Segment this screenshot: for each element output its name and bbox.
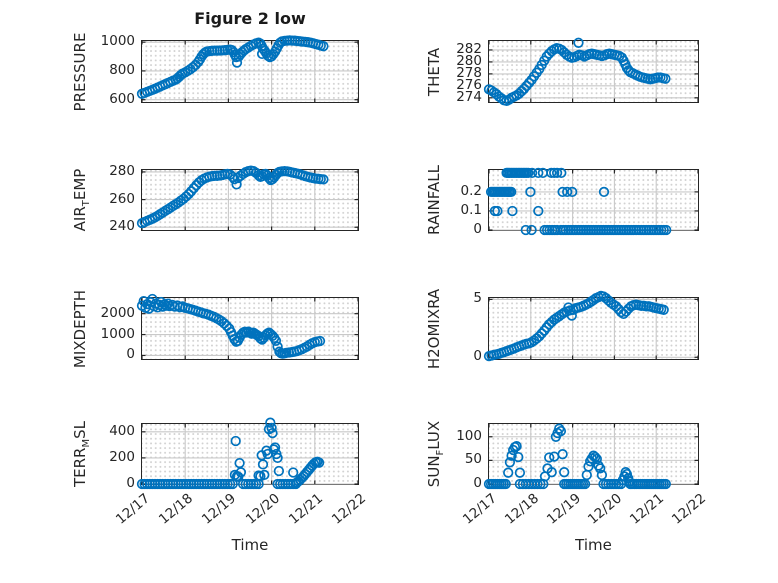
y-axis-label-text: H2OMIXRA — [425, 288, 443, 369]
minor-grid — [142, 424, 358, 484]
y-tick-label: 280 — [456, 52, 482, 69]
plot-area-svg — [483, 423, 699, 490]
y-axis-label-text: RAINFALL — [425, 165, 443, 235]
subplot-mixdepth: 0 1000 2000 MIXDEPTH — [71, 289, 359, 368]
y-tick-label: 0.1 — [460, 201, 482, 218]
y-axis-label-subscript: M — [81, 438, 92, 448]
data-points-group — [136, 293, 326, 359]
y-tick-label: 274 — [456, 88, 482, 105]
y-axis-label: THETA — [425, 47, 443, 95]
y-axis-label: RAINFALL — [425, 165, 443, 235]
plot-area-svg — [136, 417, 359, 490]
data-points-group — [136, 165, 329, 229]
y-tick-label: 240 — [109, 218, 135, 235]
plot-area-svg — [136, 293, 359, 359]
y-axis-label-text: MIXDEPTH — [71, 289, 89, 368]
x-axis-label: Time — [575, 536, 612, 554]
axis-tick-marks — [488, 41, 699, 102]
y-tick-label: 200 — [109, 448, 135, 465]
axis-tick-marks — [141, 298, 359, 359]
data-points-group — [483, 37, 671, 106]
y-axis-label-subscript: T — [81, 200, 92, 207]
y-axis-label-text: PRESSURE — [71, 32, 89, 111]
y-tick-label: 280 — [109, 162, 135, 179]
y-axis-label: H2OMIXRA — [425, 288, 443, 368]
y-axis-label-subscript: F — [435, 449, 446, 456]
y-tick-label: 50 — [464, 451, 482, 468]
y-tick-label: 0.2 — [460, 182, 482, 199]
major-gridlines — [142, 424, 358, 485]
y-tick-label: 100 — [456, 427, 482, 444]
y-axis-label: AIRTEMP — [71, 168, 92, 232]
data-points-group — [136, 35, 329, 99]
x-axis-label: Time — [231, 536, 269, 554]
minor-grid — [489, 170, 698, 230]
y-axis-label-text: EMP — [71, 168, 89, 201]
y-tick-label: 600 — [109, 90, 135, 107]
y-tick-label: 278 — [456, 64, 482, 81]
y-axis-label-text: LUX — [425, 420, 443, 450]
data-points-group — [485, 167, 672, 236]
y-tick-label: 0 — [126, 475, 135, 491]
y-tick-label: 1000 — [100, 325, 135, 342]
plot-area-svg — [485, 167, 699, 236]
y-tick-label: 1000 — [100, 33, 135, 50]
y-tick-label: 5 — [473, 290, 482, 307]
y-axis-label: MIXDEPTH — [71, 289, 89, 367]
data-points-group — [483, 423, 671, 490]
y-axis-label: TERRMSL — [71, 420, 92, 488]
y-axis-label-text: AIR — [71, 206, 89, 232]
y-tick-label: 276 — [456, 76, 482, 93]
y-axis-label-text: THETA — [425, 47, 443, 96]
subplot-terr-msl: Time 0 200 400 TERRMSL 12/17 12/18 12/19 12/20 1… — [71, 417, 369, 554]
plot-area-svg — [136, 35, 359, 102]
subplot-sun-flux: Time 0 50 100 SUNFLUX 12/17 12/18 12/19 12/20 12… — [425, 421, 709, 554]
y-tick-label: 260 — [109, 190, 135, 207]
y-axis-label: PRESSURE — [71, 32, 89, 111]
subplot-pressure: Figure 2 low 600 800 1000 PRESSURE — [71, 9, 359, 111]
major-gridlines — [489, 170, 698, 231]
data-points-group — [483, 290, 669, 362]
y-tick-label: 0 — [473, 221, 482, 237]
y-axis-label: SUNFLUX — [425, 420, 446, 488]
axis-tick-marks — [141, 424, 359, 485]
plot-area-svg — [483, 290, 699, 362]
subplot-h2omixra: 0 5 H2OMIXRA — [425, 288, 699, 369]
axis-tick-marks — [141, 41, 359, 102]
y-tick-label: 800 — [109, 61, 135, 78]
y-tick-label: 0 — [126, 346, 135, 363]
y-axis-label-text: TERR — [71, 447, 89, 488]
y-tick-label: 2000 — [100, 304, 135, 321]
y-axis-label-text: SUN — [425, 455, 443, 488]
y-tick-label: 400 — [109, 422, 135, 439]
axis-tick-marks — [488, 170, 699, 231]
plot-area-svg — [136, 165, 359, 230]
y-tick-label: 282 — [456, 40, 482, 57]
y-tick-label: 0 — [473, 475, 482, 491]
subplot-air-temp: 240 260 280 AIRTEMP — [71, 164, 359, 233]
plot-area-svg — [483, 37, 699, 106]
figure-title: Figure 2 low — [194, 9, 306, 28]
data-points-group — [136, 417, 325, 490]
subplot-rainfall: 0 0.1 0.2 RAINFALL — [425, 165, 699, 236]
axis-tick-marks — [141, 170, 359, 230]
subplot-theta: 274 276 278 280 282 THETA — [425, 37, 699, 106]
y-axis-label-text: SL — [71, 420, 89, 439]
y-tick-label: 0 — [473, 348, 482, 365]
